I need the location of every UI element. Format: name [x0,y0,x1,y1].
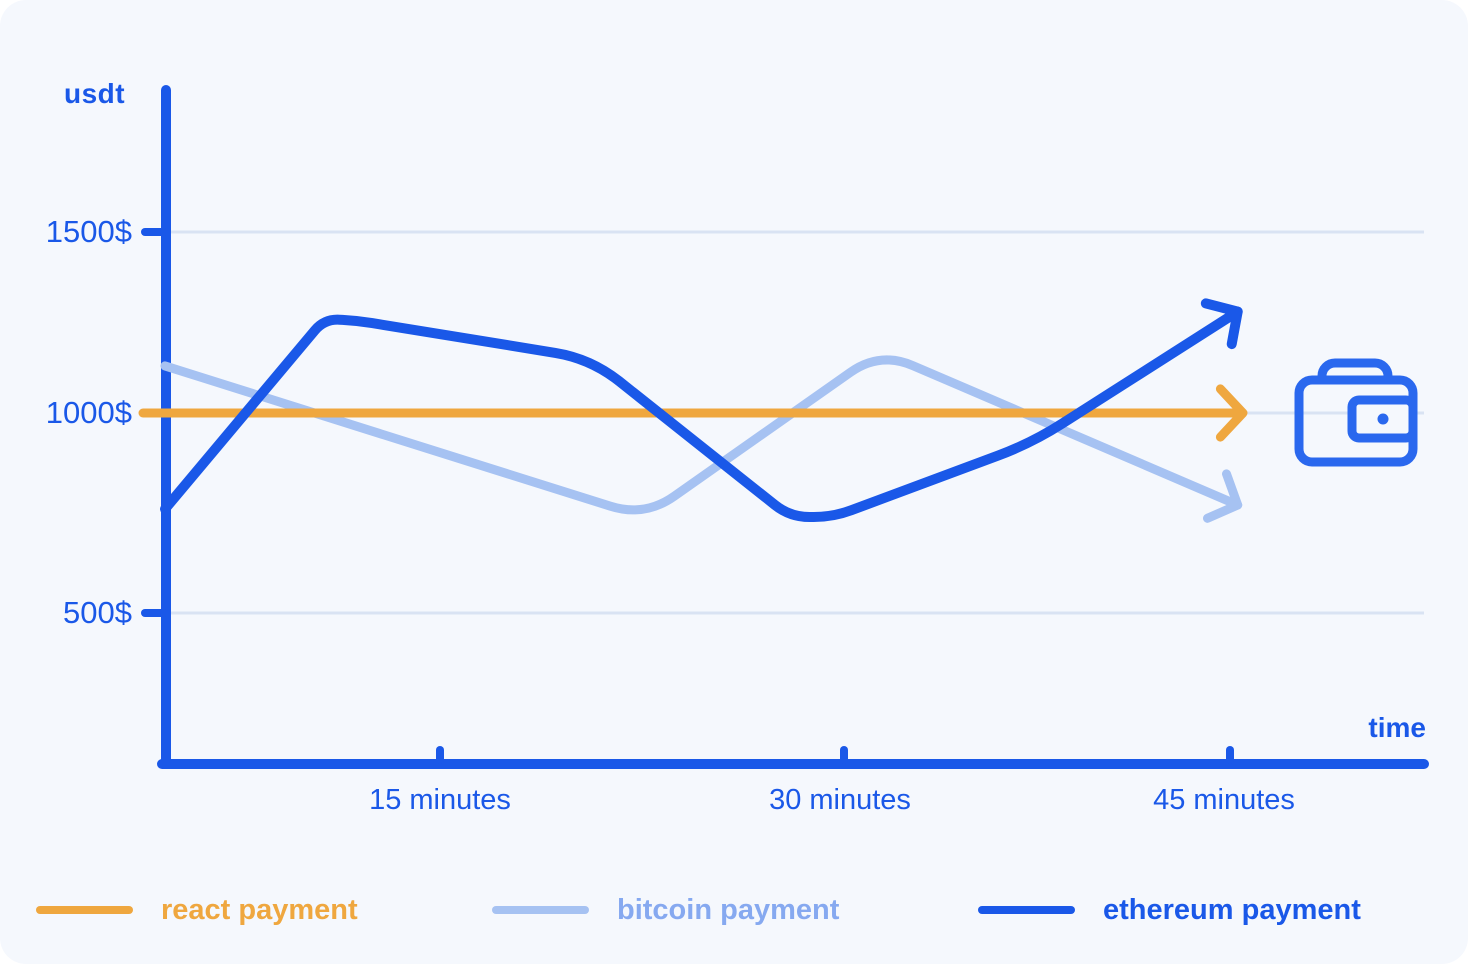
x-tick-label-15min: 15 minutes [369,784,511,816]
wallet-dot [1377,413,1389,425]
legend-swatch-ethereum [978,906,1075,914]
x-tick-label-45min: 45 minutes [1153,784,1295,816]
series-bitcoin-payment [160,355,1243,523]
legend-swatch-react [36,906,133,914]
y-axis-title: usdt [64,78,126,109]
legend-label-react: react payment [161,893,358,926]
legend-swatch-bitcoin [492,906,589,914]
arrowhead [1215,384,1248,442]
legend-label-bitcoin: bitcoin payment [617,893,840,926]
arrowhead [1200,298,1243,350]
x-tick-label-30min: 30 minutes [769,784,911,816]
x-axis-title: time [1368,712,1426,743]
series-line [160,355,1243,515]
legend-item-ethereum-payment: ethereum payment [978,893,1361,927]
series-ethereum-payment [160,298,1243,522]
arrowhead [1203,469,1243,523]
y-tick-label-1000: 1000$ [45,395,132,430]
series-line [160,306,1243,522]
legend-label-ethereum: ethereum payment [1103,893,1361,926]
wallet-handle [1317,358,1393,384]
y-tick-label-500: 500$ [63,595,132,630]
legend-item-bitcoin-payment: bitcoin payment [492,893,839,927]
wallet-icon [1294,358,1418,467]
axes [141,85,1429,769]
series-react-payment [138,384,1248,442]
legend-item-react-payment: react payment [36,893,358,927]
y-tick-label-1500: 1500$ [45,214,132,249]
